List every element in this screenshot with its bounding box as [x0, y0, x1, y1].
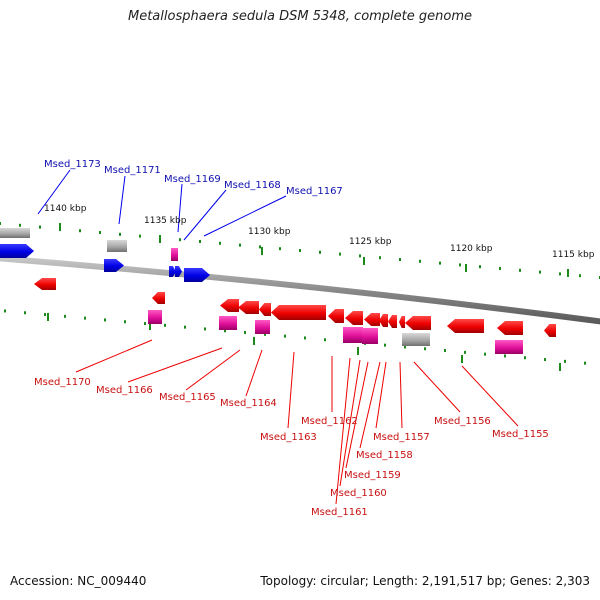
red-gene-arrow [152, 292, 165, 304]
scale-label: 1115 kbp [552, 250, 595, 260]
leader-line [177, 183, 183, 233]
red-gene-arrow [379, 314, 388, 327]
reverse-gene-label: Msed_1160 [330, 488, 387, 499]
red-gene-arrow [544, 324, 556, 337]
reverse-gene-label: Msed_1163 [260, 432, 317, 443]
red-gene-arrow [220, 299, 239, 312]
blue-gene-arrow [169, 266, 176, 277]
leader-line [118, 175, 126, 225]
red-gene-arrow [497, 321, 523, 335]
red-gene-arrow [238, 301, 259, 314]
pink-gene-arrow [171, 248, 178, 261]
red-gene-arrow [271, 305, 326, 320]
scale-label: 1120 kbp [450, 244, 493, 254]
pink-gene-arrow [495, 340, 523, 354]
leader-line [339, 359, 361, 487]
gray-gene-arrow [0, 228, 30, 238]
leader-line [127, 347, 223, 383]
pink-gene-arrow [255, 320, 270, 334]
reverse-gene-label: Msed_1170 [34, 377, 91, 388]
leader-line [245, 349, 263, 397]
reverse-gene-label: Msed_1156 [434, 416, 491, 427]
pink-gene-arrow [219, 316, 237, 330]
reverse-gene-label: Msed_1165 [159, 392, 216, 403]
red-gene-arrow [447, 319, 484, 333]
leader-line [461, 365, 519, 427]
blue-gene-arrow [0, 244, 34, 258]
reverse-gene-label: Msed_1155 [492, 429, 549, 440]
gray-gene-arrow [107, 240, 127, 252]
leader-line [375, 361, 387, 429]
leader-line [287, 351, 295, 429]
red-gene-arrow [259, 303, 271, 316]
reverse-gene-label: Msed_1162 [301, 416, 358, 427]
reverse-gene-label: Msed_1161 [311, 507, 368, 518]
reverse-gene-label: Msed_1157 [373, 432, 430, 443]
forward-gene-label: Msed_1167 [286, 186, 343, 197]
leader-line [185, 349, 241, 391]
scale-label: 1125 kbp [349, 237, 392, 247]
forward-gene-label: Msed_1171 [104, 165, 161, 176]
leader-line [359, 361, 381, 449]
scale-label: 1140 kbp [44, 204, 87, 214]
red-gene-arrow [399, 316, 405, 328]
scale-label: 1135 kbp [144, 216, 187, 226]
red-gene-arrow [405, 316, 431, 330]
reverse-gene-label: Msed_1164 [220, 398, 277, 409]
forward-gene-label: Msed_1168 [224, 180, 281, 191]
reverse-gene-label: Msed_1166 [96, 385, 153, 396]
scale-label-layer: 1140 kbp 1135 kbp 1130 kbp 1125 kbp 1120 kbp… [44, 204, 595, 260]
leader-line [413, 361, 461, 413]
genome-summary-text: Topology: circular; Length: 2,191,517 bp… [260, 574, 590, 588]
reverse-gene-label: Msed_1159 [344, 470, 401, 481]
genome-backbone [0, 255, 600, 325]
map-title: Metallosphaera sedula DSM 5348, complete… [127, 9, 473, 24]
red-gene-arrow [345, 311, 363, 325]
blue-gene-arrow [175, 266, 182, 277]
blue-gene-arrow [104, 259, 124, 272]
scale-label: 1130 kbp [248, 227, 291, 237]
leader-line [203, 195, 287, 237]
forward-gene-label: Msed_1169 [164, 174, 221, 185]
accession-text: Accession: NC_009440 [10, 574, 147, 588]
gray-gene-arrow [402, 333, 430, 346]
leader-line [345, 361, 369, 469]
leader-line [399, 361, 403, 429]
pink-gene-arrow [343, 327, 363, 343]
forward-gene-label: Msed_1173 [44, 159, 101, 170]
pink-gene-arrow [362, 328, 378, 344]
red-gene-arrow [388, 315, 397, 328]
blue-gene-arrow [184, 268, 210, 282]
reverse-gene-label: Msed_1158 [356, 450, 413, 461]
leader-line [335, 357, 351, 505]
pink-gene-arrow [148, 310, 162, 324]
leader-line [183, 189, 227, 241]
gene-layer [0, 228, 556, 354]
leader-line [37, 169, 71, 215]
red-gene-arrow [34, 278, 56, 290]
leader-line-layer [37, 169, 519, 505]
tick-layer [0, 222, 600, 371]
red-gene-arrow [328, 309, 344, 323]
leader-line [75, 339, 153, 373]
red-gene-arrow [364, 313, 380, 326]
